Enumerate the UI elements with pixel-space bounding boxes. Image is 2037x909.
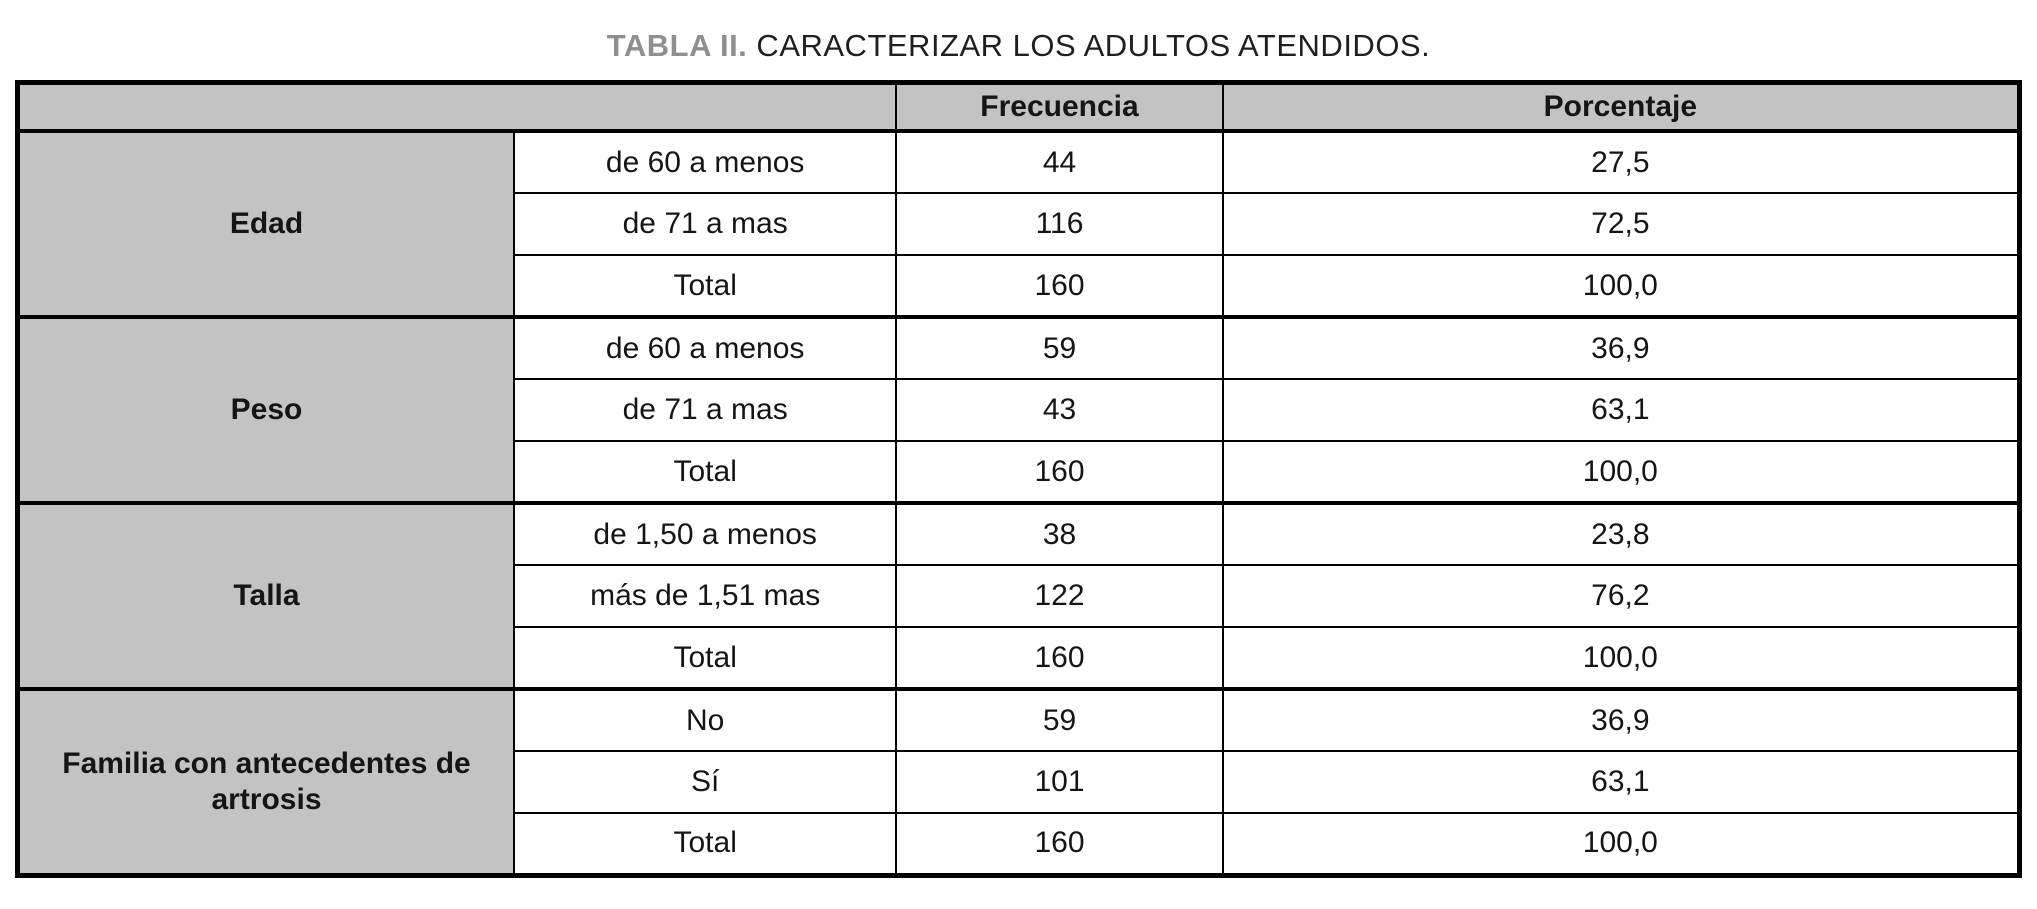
table-body: Edad de 60 a menos 44 27,5 de 71 a mas 116 72,… xyxy=(16,129,2021,876)
header-row: Frecuencia Porcentaje xyxy=(16,81,2021,133)
percentage-cell: 36,9 xyxy=(1221,315,2021,380)
category-cell: de 1,50 a menos xyxy=(512,501,898,566)
category-cell: de 71 a mas xyxy=(512,192,898,256)
category-cell: más de 1,51 mas xyxy=(512,564,898,628)
category-cell: Total xyxy=(512,812,898,876)
percentage-cell: 100,0 xyxy=(1221,626,2021,690)
table-row: Total 160 100,0 xyxy=(18,626,2021,690)
group-label: Familia con antecedentes de artrosis xyxy=(16,687,515,876)
corner-header-cell xyxy=(16,81,898,133)
frequency-cell: 38 xyxy=(895,501,1224,566)
table-row: Edad de 60 a menos 44 27,5 xyxy=(16,129,2021,318)
percentage-cell: 76,2 xyxy=(1221,564,2021,628)
frequency-cell: 122 xyxy=(895,564,1224,628)
percentage-cell: 63,1 xyxy=(1221,378,2021,442)
frequency-cell: 59 xyxy=(895,687,1224,752)
table-title: TABLA II. CARACTERIZAR LOS ADULTOS ATEND… xyxy=(15,28,2022,64)
percentage-cell: 36,9 xyxy=(1221,687,2021,752)
table-row: Talla de 1,50 a menos 38 23,8 xyxy=(16,501,2021,690)
frequency-cell: 44 xyxy=(895,129,1224,194)
category-cell: de 60 a menos xyxy=(512,129,898,194)
category-cell: Sí xyxy=(512,750,898,814)
table-row: Peso de 60 a menos 59 36,9 xyxy=(16,315,2021,504)
table-row: de 71 a mas 116 72,5 xyxy=(18,192,2021,256)
table-row: Total 160 100,0 xyxy=(18,254,2021,318)
frequency-cell: 160 xyxy=(895,440,1224,504)
percentage-cell: 23,8 xyxy=(1221,501,2021,566)
percentage-cell: 63,1 xyxy=(1221,750,2021,814)
percentage-column-header: Porcentaje xyxy=(1221,81,2021,133)
group-label: Peso xyxy=(16,315,515,504)
percentage-cell: 100,0 xyxy=(1221,440,2021,504)
category-cell: Total xyxy=(512,440,898,504)
category-cell: de 60 a menos xyxy=(512,315,898,380)
frequency-cell: 160 xyxy=(895,254,1224,318)
category-cell: de 71 a mas xyxy=(512,378,898,442)
group-label: Talla xyxy=(16,501,515,690)
frequency-column-header: Frecuencia xyxy=(895,81,1224,133)
frequency-cell: 116 xyxy=(895,192,1224,256)
group-label: Edad xyxy=(16,129,515,318)
frequency-cell: 160 xyxy=(895,812,1224,876)
category-cell: No xyxy=(512,687,898,752)
percentage-cell: 100,0 xyxy=(1221,812,2021,876)
statistics-table: Frecuencia Porcentaje Edad de 60 a menos 4… xyxy=(15,80,2022,878)
frequency-cell: 59 xyxy=(895,315,1224,380)
percentage-cell: 100,0 xyxy=(1221,254,2021,318)
table-title-number: TABLA II. xyxy=(606,28,748,63)
table-row: de 71 a mas 43 63,1 xyxy=(18,378,2021,442)
table-row: más de 1,51 mas 122 76,2 xyxy=(18,564,2021,628)
table-row: Familia con antecedentes de artrosis No 59… xyxy=(16,687,2021,876)
frequency-cell: 160 xyxy=(895,626,1224,690)
frequency-cell: 101 xyxy=(895,750,1224,814)
category-cell: Total xyxy=(512,254,898,318)
percentage-cell: 27,5 xyxy=(1221,129,2021,194)
table-row: Total 160 100,0 xyxy=(18,812,2021,876)
table-row: Total 160 100,0 xyxy=(18,440,2021,504)
table-title-text: CARACTERIZAR LOS ADULTOS ATENDIDOS. xyxy=(747,28,1431,63)
percentage-cell: 72,5 xyxy=(1221,192,2021,256)
frequency-cell: 43 xyxy=(895,378,1224,442)
category-cell: Total xyxy=(512,626,898,690)
table-row: Sí 101 63,1 xyxy=(18,750,2021,814)
